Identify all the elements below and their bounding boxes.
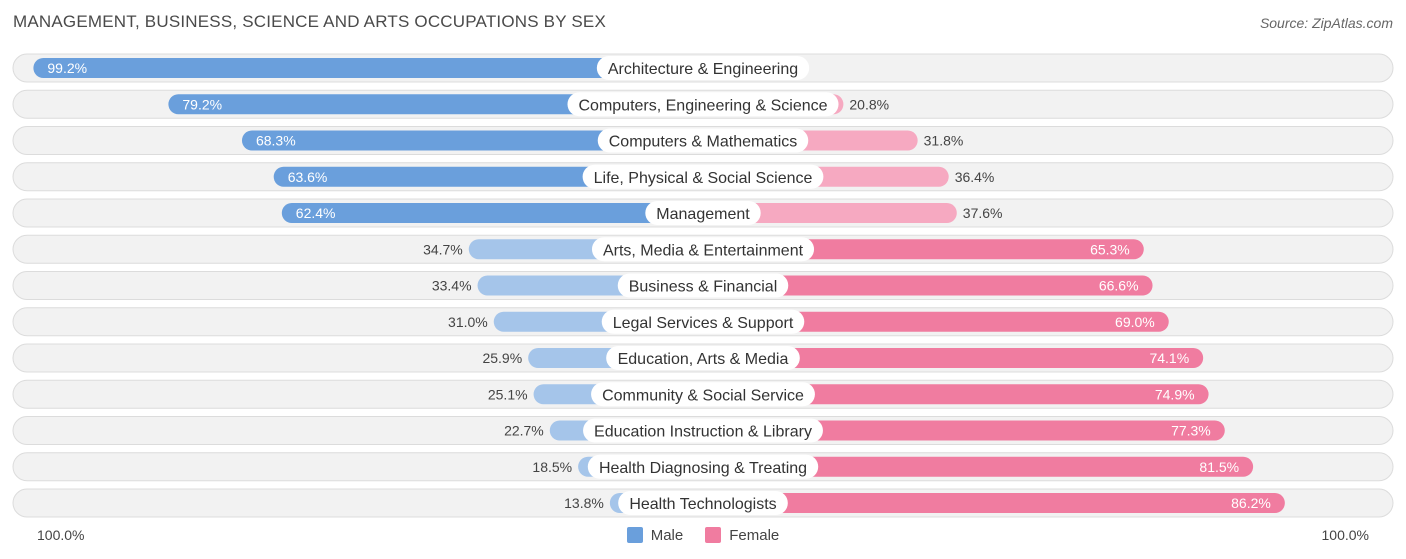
male-value-label: 13.8% <box>564 495 604 511</box>
chart-row: 33.4% 66.6% Business & Financial <box>12 271 1394 300</box>
female-bar <box>703 311 1169 332</box>
category-label-background <box>597 128 809 153</box>
male-value-label: 31.0% <box>448 314 488 330</box>
category-label: Computers & Mathematics <box>609 134 798 151</box>
axis-left-label: 100.0% <box>37 527 85 543</box>
female-bar <box>703 275 1153 296</box>
male-value-label: 25.9% <box>482 350 522 366</box>
male-value-label: 18.5% <box>532 459 572 475</box>
chart-row: 68.3% 31.8% Computers & Mathematics <box>12 126 1394 155</box>
female-bar <box>703 493 1285 513</box>
female-bar <box>703 384 1209 405</box>
male-value-label: 22.7% <box>504 423 544 439</box>
female-bar <box>703 456 1254 477</box>
male-value-label: 63.6% <box>288 169 328 185</box>
male-bar <box>241 130 703 151</box>
category-label: Education Instruction & Library <box>594 424 812 441</box>
chart-row: 18.5% 81.5% Health Diagnosing & Treating <box>12 452 1394 482</box>
category-label-background <box>596 56 810 80</box>
category-label: Life, Physical & Social Science <box>594 170 813 187</box>
female-value-label: 65.3% <box>1090 241 1130 257</box>
category-label-background <box>645 201 761 225</box>
category-label-background <box>591 237 815 262</box>
category-label: Management <box>656 206 750 223</box>
source-label: Source: ZipAtlas.com <box>1259 15 1393 31</box>
chart-row: 13.8% 86.2% Health Technologists <box>12 488 1394 518</box>
chart-row: 99.2%0.8%Architecture & Engineering <box>12 53 1394 83</box>
category-label: Education, Arts & Media <box>618 351 789 368</box>
chart-row: 34.7% 65.3% Arts, Media & Entertainment <box>12 234 1394 264</box>
male-value-label: 25.1% <box>488 386 528 402</box>
male-value-label: 68.3% <box>256 133 296 149</box>
category-label: Business & Financial <box>629 279 778 296</box>
female-value-label: 36.4% <box>955 169 995 185</box>
category-label-background <box>618 491 788 515</box>
category-label-background <box>567 92 839 117</box>
category-label: Community & Social Service <box>602 387 804 404</box>
chart-row: 63.6% 36.4% Life, Physical & Social Scienc… <box>12 162 1394 192</box>
female-value-label: 66.6% <box>1099 278 1139 294</box>
male-value-label: 33.4% <box>432 278 472 294</box>
female-value-label: 74.1% <box>1149 350 1189 366</box>
legend-item-female: Female <box>705 527 779 544</box>
chart-row: 62.4% 37.6% Management <box>12 198 1394 228</box>
female-value-label: 31.8% <box>924 133 964 149</box>
chart-title: MANAGEMENT, BUSINESS, SCIENCE AND ARTS O… <box>13 12 606 31</box>
chart-row: 31.0% 69.0% Legal Services & Support <box>12 307 1394 337</box>
female-value-label: 37.6% <box>963 205 1003 221</box>
chart-row: 25.1% 74.9% Community & Social Service <box>12 379 1394 409</box>
female-bar <box>703 348 1204 368</box>
category-label: Health Diagnosing & Treating <box>599 460 807 477</box>
female-value-label: 77.3% <box>1171 423 1211 439</box>
legend: Male Female <box>0 525 1406 545</box>
male-bar <box>33 58 703 78</box>
category-label-background <box>606 346 800 370</box>
category-label-background <box>601 309 805 334</box>
female-value-label: 20.8% <box>849 96 889 112</box>
legend-label-female: Female <box>729 526 780 544</box>
male-value-label: 62.4% <box>296 205 336 221</box>
male-value-label: 99.2% <box>47 60 87 76</box>
category-label-background <box>617 273 789 298</box>
female-value-label: 81.5% <box>1199 459 1239 475</box>
legend-label-male: Male <box>650 526 684 544</box>
category-label: Architecture & Engineering <box>608 61 798 78</box>
category-label-background <box>583 418 823 443</box>
category-label: Computers, Engineering & Science <box>578 97 827 114</box>
male-value-label: 34.7% <box>423 241 463 257</box>
category-label-background <box>587 454 819 479</box>
female-value-label: 74.9% <box>1155 386 1195 402</box>
female-bar <box>703 239 1144 260</box>
category-label-background <box>591 382 815 407</box>
category-label: Arts, Media & Entertainment <box>603 242 804 259</box>
category-label-background <box>582 164 824 189</box>
female-bar <box>703 420 1225 441</box>
chart-row: 22.7% 77.3% Education Instruction & Librar… <box>12 416 1394 445</box>
legend-swatch-female <box>705 527 722 543</box>
chart-row: 79.2% 20.8% Computers, Engineering & Scien… <box>12 89 1394 119</box>
category-label: Legal Services & Support <box>613 315 794 332</box>
category-label: Health Technologists <box>629 496 776 513</box>
female-bar <box>703 203 957 223</box>
chart-row: 25.9% 74.1% Education, Arts & Media <box>12 343 1394 373</box>
axis-right-label: 100.0% <box>1321 527 1369 543</box>
legend-swatch-male <box>626 527 643 543</box>
male-value-label: 79.2% <box>182 96 222 112</box>
female-value-label: 69.0% <box>1115 314 1155 330</box>
female-value-label: 86.2% <box>1231 495 1271 511</box>
legend-item-male: Male <box>626 526 684 544</box>
male-bar <box>281 203 703 223</box>
